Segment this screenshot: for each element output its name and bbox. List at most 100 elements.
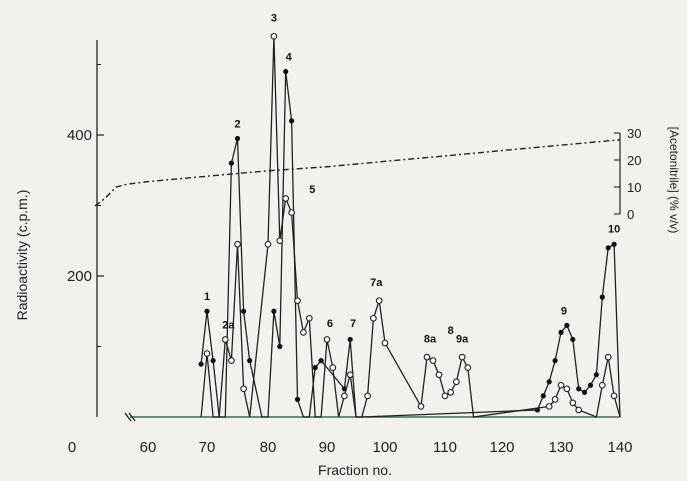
open-data-point (569, 399, 577, 407)
open-data-point (323, 336, 331, 343)
x-tick-label: 130 (548, 439, 573, 456)
filled-data-point (552, 358, 558, 364)
open-data-point (221, 336, 229, 343)
filled-data-point (204, 308, 210, 314)
peak-label: 9 (561, 305, 567, 317)
open-data-point (453, 378, 460, 386)
x-tick-label: 80 (260, 439, 277, 456)
open-data-point (464, 364, 472, 372)
open-data-point (458, 353, 466, 361)
filled-data-point (234, 135, 241, 142)
axis-break-mark (128, 412, 136, 422)
x-tick-label: 0 (68, 439, 76, 456)
filled-data-point (241, 308, 247, 314)
open-data-point (346, 371, 354, 379)
open-data-point (447, 388, 455, 396)
filled-data-point (210, 358, 216, 364)
filled-data-point (540, 393, 546, 399)
filled-data-point (271, 308, 277, 314)
y2-tick-label: 20 (627, 153, 641, 168)
filled-data-point (564, 322, 570, 328)
open-data-point (375, 297, 383, 305)
peak-label: 8 (448, 325, 454, 337)
x-axis-title: Fraction no. (318, 462, 392, 478)
y-tick-label: 200 (67, 268, 92, 285)
y2-tick-label: 0 (627, 207, 634, 222)
open-data-point (575, 406, 583, 414)
x-tick-label: 90 (319, 439, 336, 456)
peak-label: 3 (271, 13, 277, 25)
filled-data-point (558, 329, 564, 335)
filled-data-point (570, 336, 576, 343)
x-tick-label: 70 (199, 439, 216, 456)
open-data-point (598, 381, 606, 389)
open-data-point (294, 297, 301, 305)
open-data-point (557, 381, 565, 389)
filled-data-point (576, 386, 582, 392)
peak-label: 4 (286, 52, 293, 64)
peak-label: 6 (327, 318, 333, 330)
filled-data-point (294, 396, 301, 402)
open-data-point (305, 314, 313, 322)
filled-data-point (582, 389, 588, 395)
y-tick-label: 400 (67, 127, 92, 144)
x-tick-label: 120 (489, 439, 514, 456)
filled-data-point (605, 245, 611, 251)
open-data-point (551, 396, 559, 403)
filled-data-point (283, 68, 289, 75)
open-data-point (288, 209, 295, 216)
filled-series-line (200, 71, 621, 418)
open-data-point (417, 403, 425, 410)
open-data-point (435, 371, 443, 379)
open-data-point (604, 353, 612, 361)
peak-label: 9a (456, 334, 469, 346)
open-data-point (329, 364, 337, 372)
y2-tick-label: 10 (627, 180, 641, 195)
open-data-point (240, 385, 247, 393)
filled-data-point (312, 365, 318, 371)
filled-data-point (347, 336, 353, 343)
open-data-point (234, 240, 241, 248)
filled-data-point (546, 379, 552, 385)
acetonitrile-gradient-line (94, 139, 621, 207)
x-tick-label: 110 (433, 439, 457, 456)
open-data-point (264, 240, 272, 248)
peak-label: 10 (608, 224, 620, 236)
labels-layer: 1 2a 2 3 4 5 6 7 7a 8a 89a 9 10 (204, 13, 620, 346)
open-data-point (300, 329, 307, 336)
open-data-point (270, 32, 278, 40)
filled-data-point (599, 294, 605, 300)
series-layer (94, 32, 621, 418)
peak-label: 2 (234, 118, 240, 130)
x-tick-label: 100 (372, 439, 397, 456)
filled-data-point (289, 118, 295, 124)
peak-label: 1 (204, 291, 210, 303)
peak-label: 5 (309, 184, 315, 196)
filled-data-point (318, 358, 324, 364)
filled-data-point (247, 358, 253, 364)
open-data-point (423, 353, 431, 361)
open-data-point (429, 357, 437, 364)
y2-tick-label: 30 (627, 126, 641, 141)
open-data-point (228, 357, 235, 364)
filled-data-point (611, 241, 617, 247)
filled-data-point (198, 361, 204, 367)
open-data-point (610, 392, 618, 400)
filled-data-point (277, 343, 283, 350)
peak-label: 7 (350, 318, 356, 330)
filled-data-point (587, 382, 594, 388)
open-data-point (545, 403, 553, 410)
open-data-point (203, 350, 211, 357)
open-data-point (364, 392, 371, 400)
x-tick-label: 140 (607, 439, 632, 456)
axis-break-mark (124, 412, 132, 422)
open-data-point (381, 339, 389, 347)
filled-data-point (228, 160, 234, 166)
x-tick-label: 60 (140, 439, 157, 456)
open-data-point (282, 195, 290, 202)
open-data-point (370, 314, 377, 322)
open-data-point (341, 392, 348, 400)
open-data-point (276, 237, 284, 245)
